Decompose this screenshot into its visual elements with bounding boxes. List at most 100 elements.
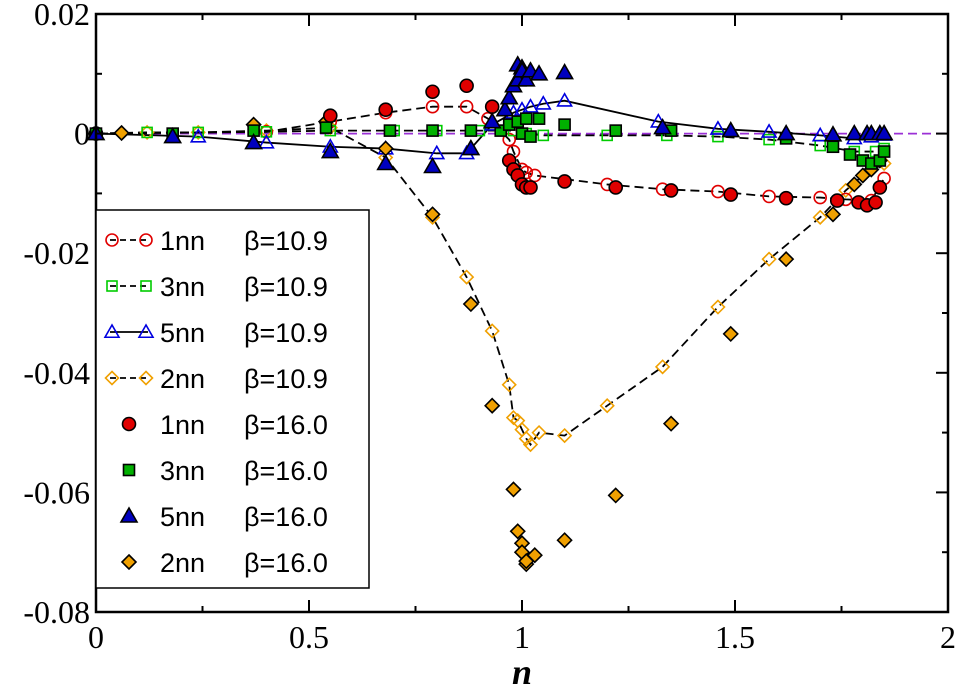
data-point-1nn-beta10-9 xyxy=(711,184,725,199)
data-point-5nn-beta10-9 xyxy=(709,120,727,135)
data-point-3nn-beta16 xyxy=(532,112,546,125)
data-point-2nn-beta10-9 xyxy=(812,209,828,225)
data-point-2nn-beta16 xyxy=(526,547,543,564)
legend-beta-label: β=10.9 xyxy=(244,272,328,302)
data-point-3nn-beta10-9 xyxy=(763,133,775,146)
series-points-2nn-beta10-9 xyxy=(88,119,892,453)
legend-item-5nn-beta10-9: 5nn β=10.9 xyxy=(103,318,328,348)
x-tick-label: 1 xyxy=(514,619,530,655)
data-point-2nn-beta10-9 xyxy=(599,398,615,414)
legend-marker xyxy=(139,233,153,247)
legend-item-2nn-beta10-9: 2nn β=10.9 xyxy=(104,364,328,394)
series-line-1nn-beta10-9 xyxy=(95,105,885,202)
legend-beta-label: β=10.9 xyxy=(244,226,328,256)
data-point-3nn-beta16 xyxy=(524,130,537,143)
legend-label: 5nn xyxy=(160,502,205,532)
data-point-3nn-beta16 xyxy=(319,121,333,134)
data-point-1nn-beta10-9 xyxy=(259,125,274,139)
plot-area xyxy=(86,55,948,573)
legend-label: 3nn xyxy=(160,456,205,486)
data-point-2nn-beta10-9 xyxy=(501,377,517,393)
data-point-2nn-beta10-9 xyxy=(518,430,534,447)
data-point-1nn-beta10-9 xyxy=(813,190,828,205)
legend-beta-label: β=16.0 xyxy=(244,410,328,440)
data-point-1nn-beta10-9 xyxy=(425,99,440,114)
data-point-5nn-beta16 xyxy=(482,112,502,129)
data-point-5nn-beta10-9 xyxy=(534,95,552,110)
legend-marker xyxy=(137,323,155,339)
data-point-5nn-beta16 xyxy=(653,118,672,135)
data-point-1nn-beta16 xyxy=(778,190,794,206)
data-point-3nn-beta10-9 xyxy=(537,129,550,142)
x-tick-label: 2 xyxy=(940,619,956,655)
data-point-5nn-beta16 xyxy=(376,153,396,171)
legend: 1nn β=10.9 3nn β=10.9 5nn β=10.9 2nn β=10.9 1nn β… xyxy=(95,209,370,589)
data-point-5nn-beta10-9 xyxy=(760,123,778,138)
data-point-2nn-beta10-9 xyxy=(531,424,547,441)
x-axis-label: n xyxy=(512,652,532,692)
series-points-2nn-beta16 xyxy=(87,113,888,573)
y-tick-label: -0.02 xyxy=(23,235,90,271)
legend-marker xyxy=(121,416,137,432)
x-tick-label: 1.5 xyxy=(715,619,755,655)
legend-marker xyxy=(140,280,152,292)
legend-beta-label: β=16.0 xyxy=(244,456,328,486)
data-point-1nn-beta16 xyxy=(523,180,538,195)
y-tick-label: -0.04 xyxy=(23,355,90,391)
data-point-2nn-beta16 xyxy=(424,206,441,223)
legend-marker xyxy=(106,280,118,292)
data-point-1nn-beta16 xyxy=(663,183,679,198)
x-tick-label: 0 xyxy=(88,619,104,655)
data-point-5nn-beta16 xyxy=(529,64,549,81)
data-point-3nn-beta16 xyxy=(426,124,439,137)
legend-item-3nn-beta16: 3nn β=16.0 xyxy=(122,456,328,486)
data-point-5nn-beta10-9 xyxy=(522,98,539,113)
data-point-1nn-beta10-9 xyxy=(527,168,542,183)
data-point-1nn-beta16 xyxy=(322,108,338,123)
data-point-5nn-beta16 xyxy=(499,88,519,105)
data-point-2nn-beta10-9 xyxy=(710,299,726,315)
legend-marker xyxy=(119,506,139,523)
data-point-3nn-beta16 xyxy=(877,145,891,158)
data-point-2nn-beta10-9 xyxy=(458,269,475,285)
legend-label: 3nn xyxy=(160,272,205,302)
data-point-5nn-beta10-9 xyxy=(556,92,573,107)
data-point-1nn-beta10-9 xyxy=(459,99,474,114)
legend-marker xyxy=(105,233,119,247)
data-point-2nn-beta10-9 xyxy=(505,410,522,426)
data-point-5nn-beta16 xyxy=(163,126,183,144)
data-point-1nn-beta16 xyxy=(484,99,500,114)
data-point-2nn-beta16 xyxy=(556,532,573,549)
data-point-2nn-beta16 xyxy=(824,206,842,223)
data-point-2nn-beta10-9 xyxy=(484,323,500,339)
data-point-5nn-beta16 xyxy=(823,125,843,142)
legend-item-2nn-beta16: 2nn β=16.0 xyxy=(120,548,328,578)
legend-label: 1nn xyxy=(160,410,205,440)
data-point-3nn-beta16 xyxy=(609,124,623,137)
data-point-3nn-beta10-9 xyxy=(192,126,205,139)
data-point-5nn-beta16 xyxy=(495,100,515,117)
y-tick-labels: -0.08 -0.06 -0.04 -0.02 0 0.02 xyxy=(23,0,90,630)
legend-beta-label: β=10.9 xyxy=(244,318,328,348)
legend-box xyxy=(95,209,370,589)
data-point-2nn-beta10-9 xyxy=(761,251,777,267)
y-tick-label: -0.06 xyxy=(23,474,90,510)
series-points-3nn-beta16 xyxy=(89,112,891,170)
data-point-1nn-beta16 xyxy=(872,180,888,195)
data-point-5nn-beta16 xyxy=(244,132,263,150)
series-points-1nn-beta16 xyxy=(88,78,888,213)
data-point-3nn-beta16 xyxy=(383,124,397,137)
series-markers xyxy=(86,55,894,573)
x-tick-label: 0.5 xyxy=(289,619,329,655)
x-tick-labels: 0 0.5 1 1.5 2 xyxy=(88,619,956,655)
y-tick-label: -0.08 xyxy=(23,594,90,630)
y-tick-label: 0 xyxy=(74,116,90,152)
data-point-5nn-beta16 xyxy=(874,123,894,141)
data-point-1nn-beta16 xyxy=(557,174,572,189)
data-point-2nn-beta16 xyxy=(505,481,522,498)
data-point-2nn-beta10-9 xyxy=(522,436,539,453)
data-point-3nn-beta16 xyxy=(519,112,533,125)
data-point-5nn-beta16 xyxy=(776,123,796,141)
data-point-3nn-beta16 xyxy=(826,140,840,154)
legend-label: 2nn xyxy=(160,548,205,578)
